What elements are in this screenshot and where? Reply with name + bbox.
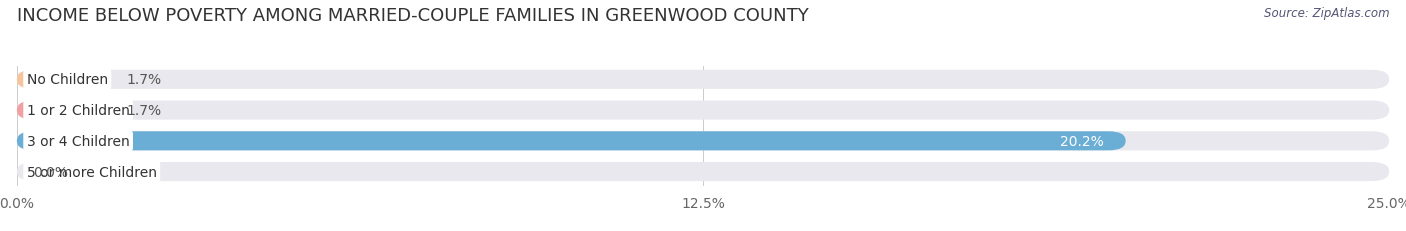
Text: 20.2%: 20.2% <box>1060 134 1104 148</box>
Text: 5 or more Children: 5 or more Children <box>27 165 156 179</box>
FancyBboxPatch shape <box>17 132 1389 151</box>
Text: 1.7%: 1.7% <box>127 73 162 87</box>
Text: No Children: No Children <box>27 73 108 87</box>
FancyBboxPatch shape <box>17 162 1389 181</box>
Text: INCOME BELOW POVERTY AMONG MARRIED-COUPLE FAMILIES IN GREENWOOD COUNTY: INCOME BELOW POVERTY AMONG MARRIED-COUPL… <box>17 7 808 25</box>
FancyBboxPatch shape <box>17 70 1389 89</box>
Text: Source: ZipAtlas.com: Source: ZipAtlas.com <box>1264 7 1389 20</box>
FancyBboxPatch shape <box>17 132 1126 151</box>
FancyBboxPatch shape <box>17 101 1389 120</box>
FancyBboxPatch shape <box>17 70 110 89</box>
Text: 0.0%: 0.0% <box>34 165 69 179</box>
Text: 1 or 2 Children: 1 or 2 Children <box>27 104 129 118</box>
Text: 3 or 4 Children: 3 or 4 Children <box>27 134 129 148</box>
Text: 1.7%: 1.7% <box>127 104 162 118</box>
FancyBboxPatch shape <box>17 101 110 120</box>
